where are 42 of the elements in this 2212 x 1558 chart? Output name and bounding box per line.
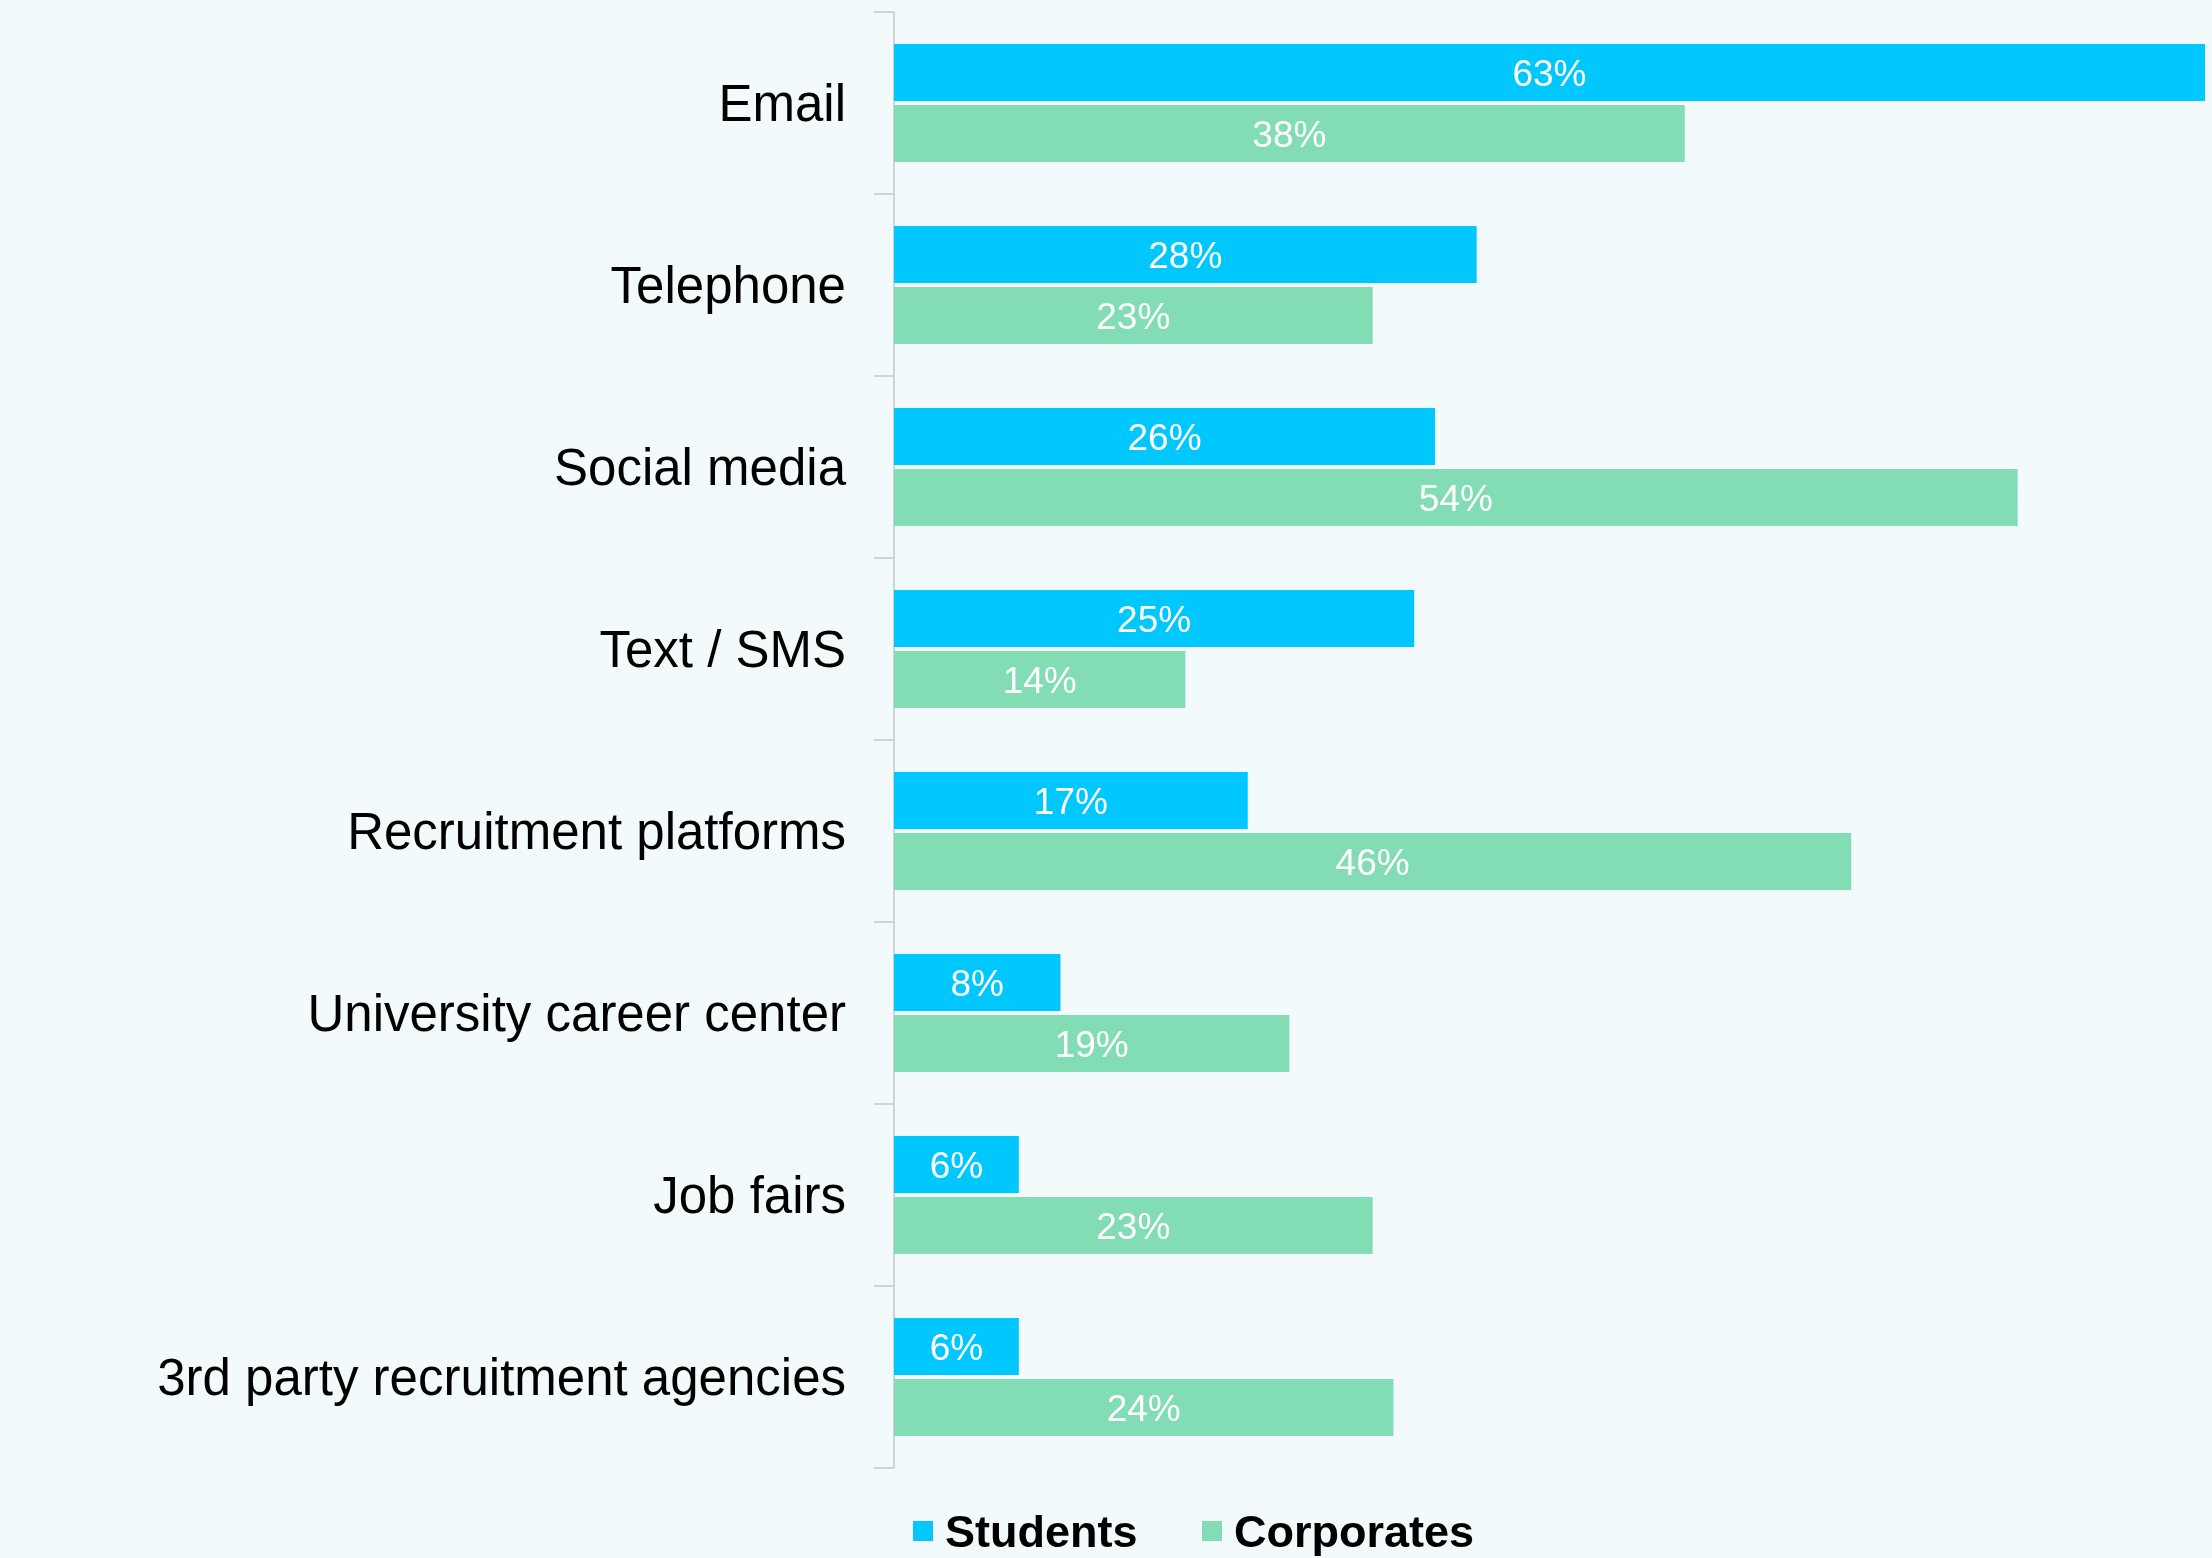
y-tick-label: Job fairs (653, 1167, 846, 1225)
bar (894, 1197, 1373, 1254)
legend-label: Students (945, 1506, 1138, 1558)
y-tick-label: University career center (307, 985, 847, 1043)
y-tick-label: Text / SMS (599, 621, 846, 679)
bar (894, 772, 1248, 829)
data-label: 46% (1335, 841, 1410, 883)
data-label: 6% (929, 1144, 984, 1186)
data-label: 24% (1106, 1387, 1181, 1429)
data-label: 26% (1127, 416, 1202, 458)
bar (894, 1015, 1290, 1072)
bar (894, 833, 1852, 890)
legend-label: Corporates (1234, 1506, 1475, 1558)
bar (894, 226, 1477, 283)
bar (894, 1136, 1019, 1193)
data-label: 17% (1033, 780, 1108, 822)
data-label: 19% (1054, 1023, 1129, 1065)
y-tick-label: Email (718, 75, 846, 133)
bar (894, 1379, 1394, 1436)
data-label: 6% (929, 1326, 984, 1368)
bar (894, 287, 1373, 344)
bar (894, 408, 1436, 465)
bar (894, 954, 1061, 1011)
data-label: 23% (1096, 1205, 1171, 1247)
y-tick-label: Social media (554, 439, 847, 497)
data-label: 8% (950, 962, 1004, 1004)
y-tick-label: Recruitment platforms (347, 803, 846, 861)
data-label: 14% (1002, 659, 1077, 701)
bar (894, 105, 1685, 162)
y-tick-label: 3rd party recruitment agencies (157, 1349, 846, 1407)
bar (894, 590, 1415, 647)
data-label: 63% (1512, 52, 1587, 94)
bar (894, 44, 2205, 101)
bar (894, 1318, 1019, 1375)
bar (894, 651, 1186, 708)
data-label: 38% (1252, 113, 1327, 155)
data-label: 23% (1096, 295, 1171, 337)
data-label: 25% (1117, 598, 1192, 640)
data-label: 28% (1148, 234, 1223, 276)
y-tick-label: Telephone (610, 257, 846, 315)
bar (894, 469, 2018, 526)
data-label: 54% (1418, 477, 1493, 519)
